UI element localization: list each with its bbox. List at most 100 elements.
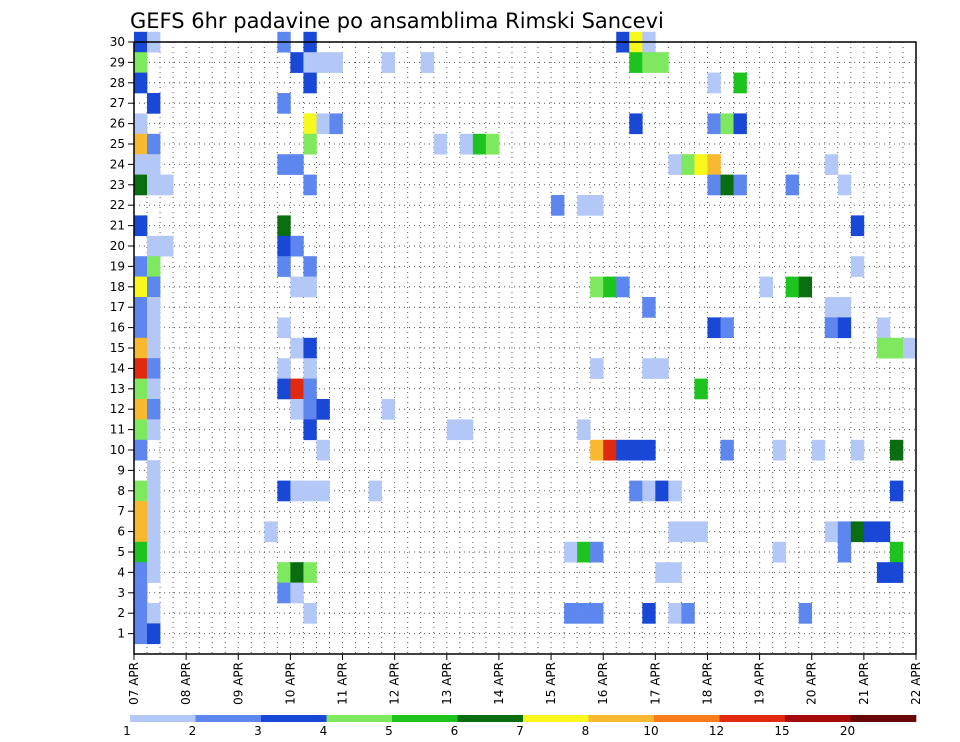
heatmap-cell [837,174,852,196]
colorbar-label: 6 [451,724,459,738]
heatmap-cell [277,154,291,175]
y-tick-label: 25 [110,137,125,151]
heatmap-cell [824,521,839,543]
heatmap-cell [876,521,891,543]
colorbar-label: 5 [385,724,393,738]
y-tick-label: 15 [110,341,125,355]
colorbar-swatch [195,715,262,722]
x-tick-label: 10 APR [283,662,297,705]
heatmap-cell [147,378,161,400]
x-tick-label: 18 APR [700,662,714,705]
x-tick-label: 19 APR [753,662,767,705]
colorbar-label: 3 [254,724,262,738]
colorbar-swatch [261,715,327,722]
heatmap-cell [147,623,161,645]
heatmap-cell [134,52,148,73]
colorbar-swatch [850,715,917,722]
heatmap-cell [668,521,682,543]
y-tick-label: 16 [110,321,125,335]
heatmap-cell [134,521,148,543]
y-tick-label: 18 [110,280,125,294]
heatmap-cell [147,276,161,298]
heatmap-cell [381,399,395,420]
colorbar-swatch [523,715,589,722]
heatmap-cell [876,337,891,359]
heatmap-cell [134,154,148,175]
heatmap-cell [590,541,604,563]
heatmap-cell [134,215,148,237]
heatmap-cell [147,460,161,481]
heatmap-cell [642,297,656,318]
heatmap-cell [277,317,291,339]
y-tick-label: 17 [110,300,125,314]
heatmap-cell [381,52,395,73]
heatmap-cell [433,133,448,155]
heatmap-cell [707,174,721,196]
heatmap-cell [290,52,304,73]
heatmap-cell [889,337,904,359]
heatmap-cell [147,256,161,277]
heatmap-cell [772,439,786,461]
heatmap-cell [446,419,461,441]
heatmap-cell [134,358,148,379]
heatmap-cell [642,439,656,461]
heatmap-cell [147,93,161,114]
heatmap-cell [134,378,148,400]
y-tick-label: 22 [110,198,125,212]
heatmap-cell [329,113,343,135]
heatmap-cell [733,72,747,94]
heatmap-cell [147,154,161,175]
heatmap-cell [472,133,487,155]
heatmap-cell [564,541,578,563]
heatmap-cell [277,358,291,379]
heatmap-cell [707,317,721,339]
heatmap-cell [290,582,304,604]
heatmap-cell [733,113,747,135]
heatmap-cell [277,256,291,277]
colorbar-swatch [326,715,393,722]
heatmap-cell [551,195,565,216]
heatmap-cell [303,52,317,73]
y-tick-label: 26 [110,117,125,131]
heatmap-cell [564,603,578,624]
heatmap-cell [876,317,891,339]
heatmap-cell [303,256,317,277]
heatmap-cell [837,541,852,563]
heatmap-cell [134,439,148,461]
heatmap-cell [160,174,174,196]
heatmap-cell [577,541,591,563]
heatmap-cell [655,52,669,73]
x-tick-label: 20 APR [805,662,819,705]
heatmap-cell [863,521,878,543]
heatmap-cell [303,337,317,359]
heatmap-cell [147,562,161,583]
heatmap-cell [134,297,148,318]
heatmap-cell [303,174,317,196]
colorbar-label: 8 [582,724,590,738]
heatmap-cell [681,521,695,543]
heatmap-cell [876,562,891,583]
y-tick-label: 28 [110,76,125,90]
heatmap-cell [134,256,148,277]
x-tick-label: 14 APR [492,662,506,705]
heatmap-cell [668,603,682,624]
heatmap-cell [134,72,148,94]
heatmap-cell [694,154,708,175]
heatmap-cell [824,154,839,175]
heatmap-cell [772,541,786,563]
heatmap-cell [303,419,317,441]
heatmap-cell [785,276,799,298]
colorbar-label: 20 [840,724,855,738]
heatmap-cell [733,174,747,196]
heatmap-cell [316,52,330,73]
y-tick-label: 14 [110,361,125,375]
heatmap-cell [655,358,669,379]
heatmap-cell [277,93,291,114]
heatmap-cell [850,439,865,461]
heatmap-cell [889,480,904,502]
heatmap-cell [277,378,291,400]
x-tick-label: 13 APR [440,662,454,705]
heatmap-cell [134,113,148,135]
heatmap-cell [303,133,317,155]
heatmap-cell [290,378,304,400]
